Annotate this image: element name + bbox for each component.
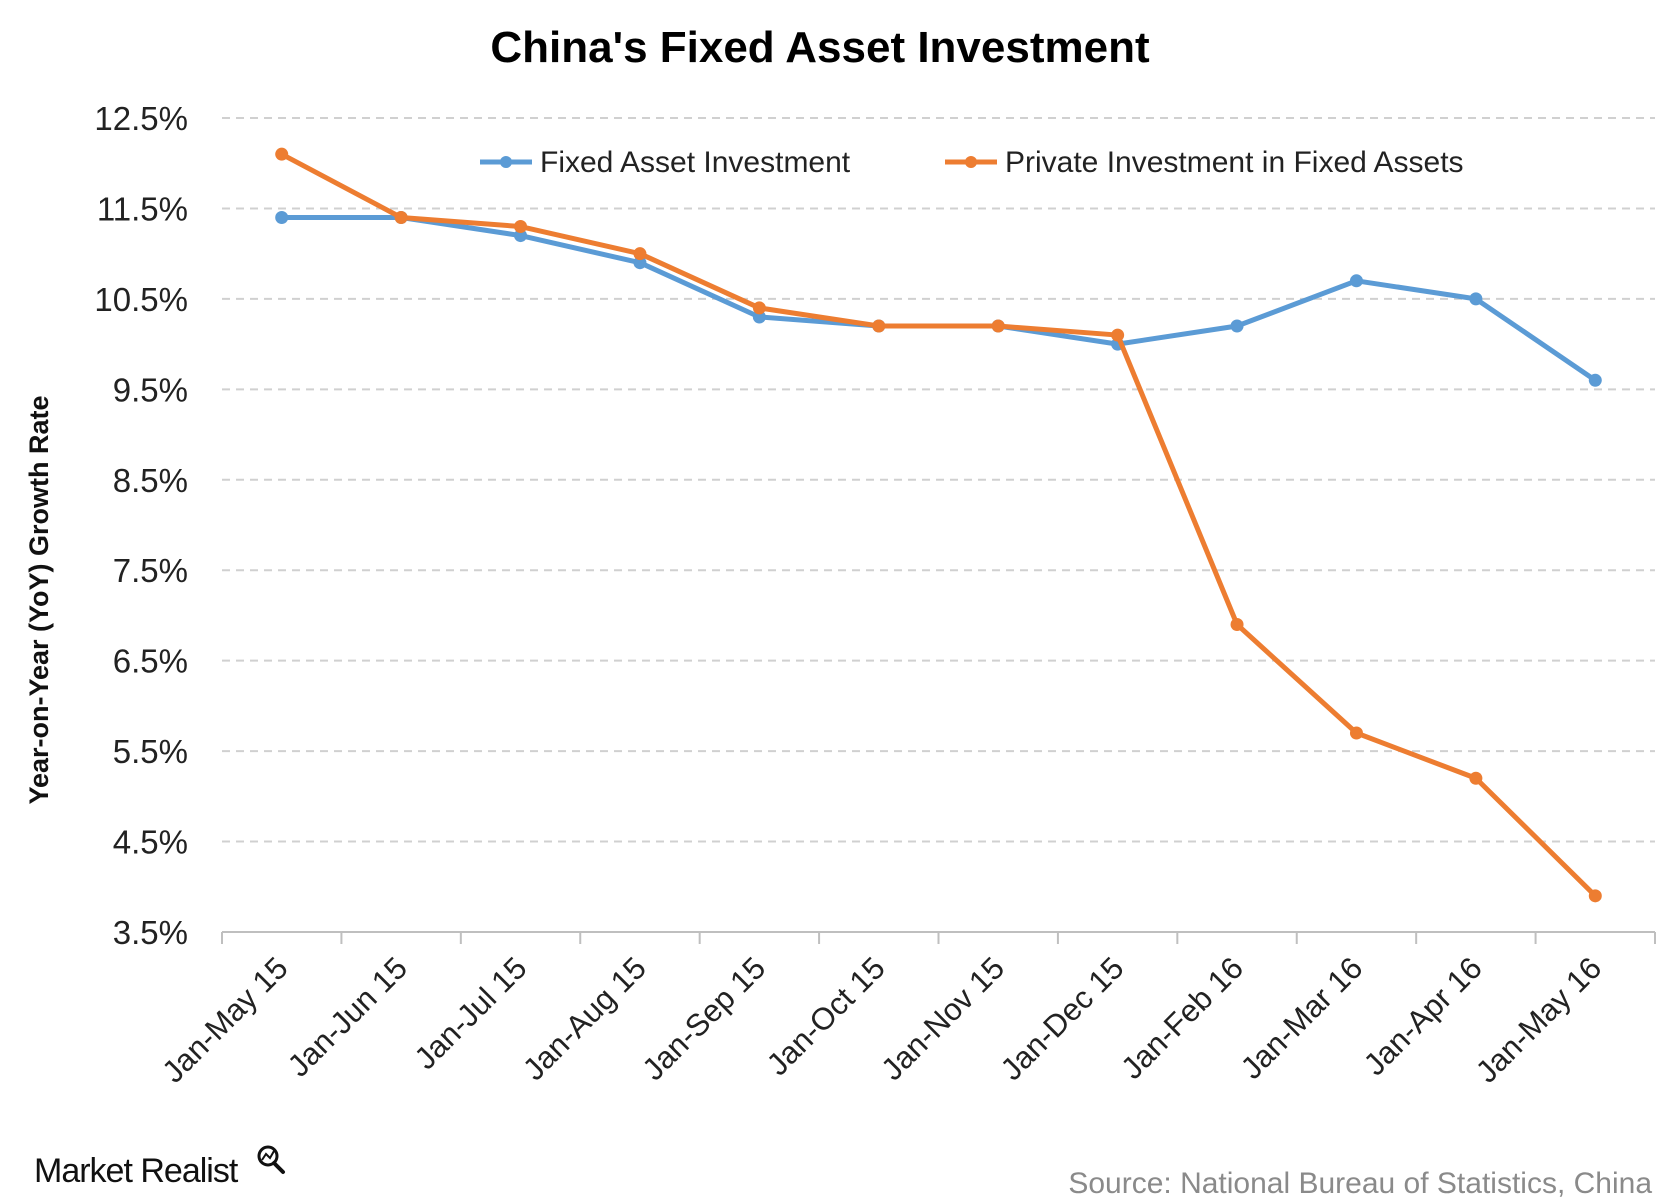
source-note: Source: National Bureau of Statistics, C… <box>1068 1167 1652 1200</box>
x-tick-label: Jan-Sep 15 <box>635 950 772 1087</box>
y-tick-label: 6.5% <box>113 643 188 680</box>
x-tick-label: Jan-May 16 <box>1469 950 1608 1089</box>
x-tick-label: Jan-Aug 15 <box>516 950 653 1087</box>
y-tick-label: 7.5% <box>113 552 188 589</box>
brand-logo: Market Realist <box>34 1145 285 1190</box>
data-point <box>752 301 766 315</box>
grid-lines <box>222 117 1655 843</box>
x-tick-label: Jan-Jun 15 <box>281 950 414 1083</box>
data-point <box>1349 726 1363 740</box>
data-point <box>752 310 766 324</box>
y-tick-label: 4.5% <box>113 824 188 861</box>
data-point <box>514 220 528 234</box>
y-tick-label: 5.5% <box>113 733 188 770</box>
magnifier-icon <box>257 1145 285 1174</box>
legend-item-1: Fixed Asset Investment <box>480 146 851 179</box>
series-line <box>280 151 1598 898</box>
legend-item-2: Private Investment in Fixed Assets <box>945 146 1464 179</box>
data-point <box>1588 373 1602 387</box>
x-axis <box>221 931 1656 944</box>
data-point <box>1111 328 1125 342</box>
x-tick-label: Jan-Mar 16 <box>1234 950 1370 1086</box>
data-point <box>633 247 647 261</box>
data-point <box>1230 319 1244 333</box>
x-tick-label: Jan-Feb 16 <box>1114 950 1250 1086</box>
chart-title: China's Fixed Asset Investment <box>490 23 1150 72</box>
y-tick-label: 10.5% <box>94 281 188 318</box>
x-tick-label: Jan-Jul 15 <box>408 950 534 1076</box>
x-tick-label: Jan-Apr 16 <box>1357 950 1489 1082</box>
series-2 <box>275 147 1602 903</box>
y-tick-label: 12.5% <box>94 100 188 137</box>
series-lines <box>275 147 1602 903</box>
y-tick-labels: 3.5% 4.5% 5.5% 6.5% 7.5% 8.5% 9.5% 10.5% 11.5% 12… <box>94 100 188 951</box>
data-point <box>1588 889 1602 903</box>
data-point <box>633 256 647 270</box>
y-tick-label: 11.5% <box>97 190 188 227</box>
data-point <box>275 147 289 161</box>
x-tick-label: Jan-Dec 15 <box>994 950 1131 1087</box>
data-point <box>872 319 886 333</box>
data-point <box>991 319 1005 333</box>
data-point <box>1349 274 1363 288</box>
x-tick-label: Jan-May 15 <box>155 950 294 1089</box>
y-tick-label: 3.5% <box>113 914 188 951</box>
legend-marker-1 <box>500 156 512 168</box>
data-point <box>1469 292 1483 306</box>
y-tick-label: 9.5% <box>113 371 188 408</box>
legend: Fixed Asset Investment Private Investmen… <box>480 146 1464 179</box>
data-point <box>275 210 289 224</box>
legend-marker-2 <box>965 156 977 168</box>
y-axis-label: Year-on-Year (YoY) Growth Rate <box>24 395 54 804</box>
data-point <box>394 210 408 224</box>
x-tick-label: Jan-Oct 15 <box>760 950 892 1082</box>
data-point <box>514 229 528 243</box>
legend-label-1: Fixed Asset Investment <box>540 146 851 179</box>
y-tick-label: 8.5% <box>113 462 188 499</box>
x-tick-label: Jan-Nov 15 <box>874 950 1011 1087</box>
legend-label-2: Private Investment in Fixed Assets <box>1005 146 1464 179</box>
data-point <box>1230 617 1244 631</box>
data-point <box>1469 771 1483 785</box>
brand-name: Market Realist <box>34 1152 239 1190</box>
